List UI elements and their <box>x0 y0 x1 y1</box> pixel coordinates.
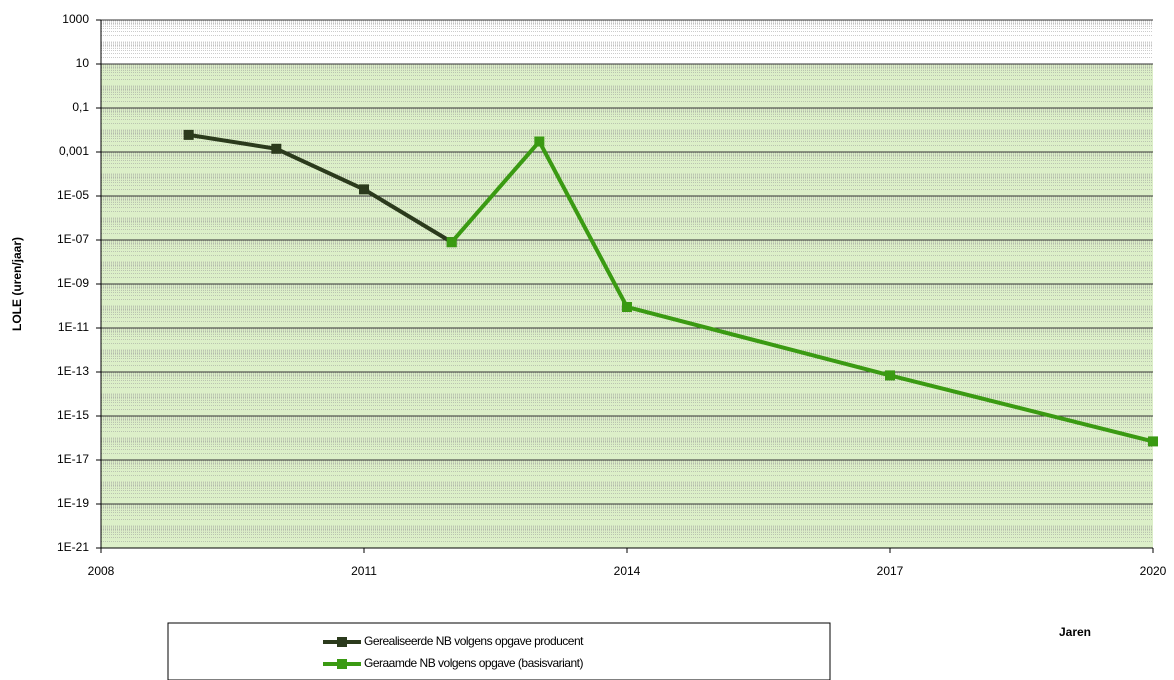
x-axis-title: Jaren <box>1059 625 1091 639</box>
series-marker <box>885 370 895 381</box>
y-tick-label: 0,1 <box>72 100 89 114</box>
x-tick-label: 2014 <box>614 564 641 578</box>
y-tick-label: 0,001 <box>59 144 89 158</box>
y-tick-label: 1E-13 <box>57 364 89 378</box>
y-tick-label: 1E-17 <box>57 452 89 466</box>
series-marker <box>359 184 369 195</box>
y-tick-label: 1E-21 <box>57 540 89 554</box>
series-marker <box>446 237 457 248</box>
y-tick-label: 1E-07 <box>57 232 89 246</box>
legend-label: Geraamde NB volgens opgave (basisvariant… <box>364 656 583 670</box>
series-marker <box>271 143 282 154</box>
y-tick-label: 1E-11 <box>58 320 89 334</box>
y-tick-label: 10 <box>76 56 90 70</box>
y-tick-label: 1E-15 <box>57 408 89 422</box>
x-tick-label: 2008 <box>88 564 115 578</box>
x-tick-label: 2020 <box>1140 564 1167 578</box>
series-marker <box>622 302 632 313</box>
legend-label: Gerealiseerde NB volgens opgave producen… <box>364 634 584 648</box>
x-tick-label: 2011 <box>351 564 377 578</box>
series-line <box>188 132 453 244</box>
legend-box <box>167 622 831 680</box>
series-marker <box>1148 436 1158 447</box>
y-tick-label: 1E-09 <box>57 276 89 290</box>
legend-marker <box>337 659 347 669</box>
y-tick-label: 1E-19 <box>57 496 89 510</box>
legend-marker <box>337 637 347 647</box>
x-tick-label: 2017 <box>877 564 904 578</box>
series-marker <box>534 136 545 147</box>
series-marker <box>183 129 194 140</box>
y-tick-label: 1000 <box>62 12 89 26</box>
y-axis-title: LOLE (uren/jaar) <box>10 237 24 331</box>
y-tick-label: 1E-05 <box>57 188 89 202</box>
